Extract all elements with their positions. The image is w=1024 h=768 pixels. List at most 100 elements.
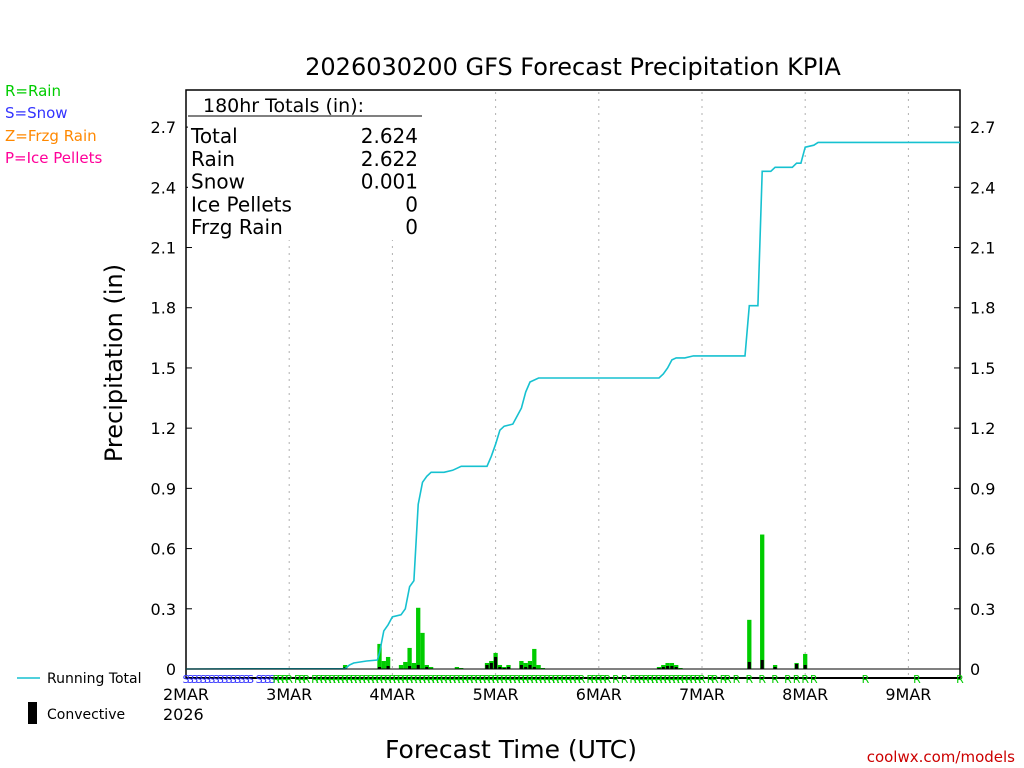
x-tick-label: 6MAR xyxy=(576,685,622,704)
ptype-marker: S xyxy=(187,673,194,686)
ptype-marker: R xyxy=(561,673,569,686)
ptype-marker: R xyxy=(285,673,293,686)
ptype-marker: R xyxy=(410,673,418,686)
totals-value: 2.624 xyxy=(361,124,418,148)
convective-bar xyxy=(803,664,807,669)
ptype-marker: S xyxy=(260,673,267,686)
ptype-marker: R xyxy=(578,673,586,686)
ptype-marker: R xyxy=(621,673,629,686)
ptype-marker: R xyxy=(681,673,689,686)
y-axis-ticks: 0 00.3 0.30.6 0.60.9 0.91.2 1.21.5 1.51.8 1.82.… xyxy=(151,118,996,679)
totals-box: 180hr Totals (in): Total 2.624 Rain 2.622 Sn… xyxy=(188,92,428,240)
series-legend: Running Total Convective xyxy=(17,671,142,724)
convective-bar xyxy=(408,665,412,669)
precip-bar xyxy=(411,662,417,669)
ptype-marker: S xyxy=(183,673,190,686)
precip-bar xyxy=(502,666,507,669)
ptype-marker: R xyxy=(651,673,659,686)
ptype-marker: S xyxy=(247,673,254,686)
precip-bar xyxy=(381,660,386,669)
chart-title: 2026030200 GFS Forecast Precipitation KP… xyxy=(305,53,841,81)
running-total-legend-label: Running Total xyxy=(47,671,142,687)
ptype-marker: R xyxy=(470,673,478,686)
ptype-marker: R xyxy=(432,673,440,686)
ptype-marker: R xyxy=(315,673,323,686)
ptype-marker: R xyxy=(698,673,706,686)
ptype-marker: R xyxy=(552,673,560,686)
ptype-marker: R xyxy=(535,673,543,686)
totals-label: Frzg Rain xyxy=(191,215,283,239)
x-tick-label: 8MAR xyxy=(782,685,828,704)
convective-bar xyxy=(532,666,536,669)
ptype-marker: R xyxy=(324,673,332,686)
precip-bar xyxy=(459,667,464,669)
precip-bar xyxy=(342,664,348,669)
totals-label: Rain xyxy=(191,147,235,171)
ptype-marker: S xyxy=(204,673,211,686)
precip-bar xyxy=(519,660,524,669)
precip-bar xyxy=(760,534,765,669)
ptype-marker: S xyxy=(238,673,245,686)
ptype-marker: R xyxy=(350,673,358,686)
precip-bar xyxy=(416,607,421,669)
ptype-marker: R xyxy=(526,673,534,686)
ptype-marker: R xyxy=(427,673,435,686)
y-tick-label-right: 2.7 xyxy=(970,118,995,137)
ptype-marker: R xyxy=(371,673,379,686)
totals-box-bg xyxy=(188,92,428,240)
convective-bar xyxy=(502,667,506,669)
ptype-marker: S xyxy=(217,673,224,686)
ptype-marker: R xyxy=(801,673,809,686)
ptype-marker: R xyxy=(376,673,384,686)
ptype-marker: R xyxy=(346,673,354,686)
totals-value: 0.001 xyxy=(361,170,418,194)
ptype-marker: R xyxy=(367,673,375,686)
ptype-marker: R xyxy=(272,673,280,686)
y-tick-label: 0 xyxy=(166,660,176,679)
ptype-marker: R xyxy=(771,673,779,686)
convective-bar xyxy=(386,665,390,669)
ptype-marker: R xyxy=(522,673,530,686)
ptype-marker: R xyxy=(277,673,285,686)
ptype-marker: R xyxy=(539,673,547,686)
y-tick-label: 0.3 xyxy=(151,600,176,619)
y-tick-label: 0.9 xyxy=(151,479,176,498)
ptype-marker: R xyxy=(638,673,646,686)
ptype-marker: R xyxy=(599,673,607,686)
precip-bar xyxy=(398,664,404,669)
ptype-marker: R xyxy=(591,673,599,686)
precip-bar xyxy=(540,667,546,669)
x-tick-label: 3MAR xyxy=(266,685,312,704)
convective-bar xyxy=(506,666,511,669)
totals-label: Snow xyxy=(191,170,245,194)
convective-bar xyxy=(674,666,678,669)
ptype-marker: R xyxy=(492,673,500,686)
legend-rain: R=Rain xyxy=(5,82,61,100)
x-axis-ticks: 2MAR 3MAR 4MAR 5MAR 6MAR 7MAR 8MAR 9MAR xyxy=(163,685,931,704)
ptype-marker: R xyxy=(328,673,336,686)
ptype-marker: S xyxy=(213,673,220,686)
ptype-marker: R xyxy=(733,673,741,686)
convective-bar xyxy=(795,663,799,669)
ptype-marker: R xyxy=(419,673,427,686)
ptype-marker: R xyxy=(479,673,487,686)
ptype-marker: R xyxy=(380,673,388,686)
y-tick-label-right: 2.4 xyxy=(970,178,995,197)
precip-bar xyxy=(420,632,425,669)
ptype-marker: R xyxy=(341,673,349,686)
precip-bar xyxy=(536,664,541,669)
ptype-marker: R xyxy=(423,673,431,686)
convective-bar xyxy=(416,664,420,669)
ptype-marker: R xyxy=(565,673,573,686)
ptype-marker: R xyxy=(720,673,728,686)
ptype-marker: R xyxy=(513,673,521,686)
convective-bar xyxy=(377,666,382,669)
y-tick-label-right: 2.1 xyxy=(970,239,995,258)
ptype-marker: R xyxy=(690,673,698,686)
ptype-marker: S xyxy=(230,673,237,686)
totals-value: 2.622 xyxy=(361,147,418,171)
precip-bar xyxy=(403,661,408,669)
precip-bar xyxy=(377,643,382,669)
